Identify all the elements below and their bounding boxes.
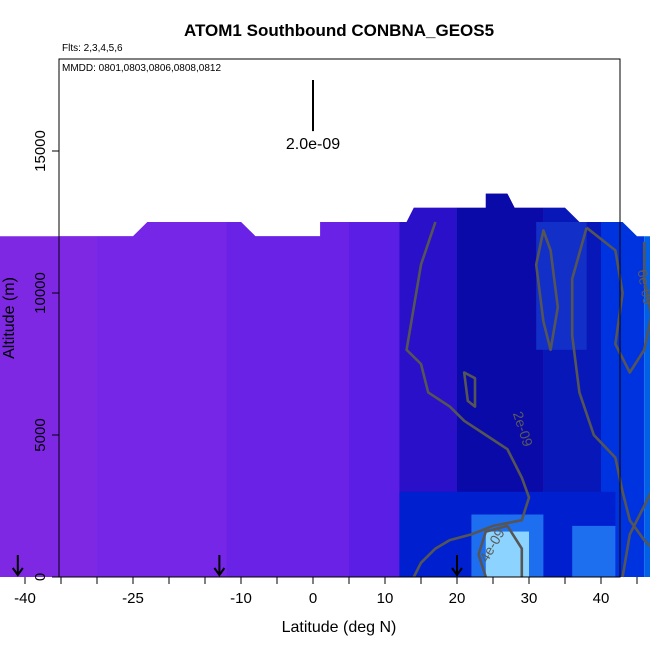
y-tick-label: 10000 (32, 272, 49, 314)
contour-line (621, 491, 650, 578)
heatmap-cells (0, 193, 650, 577)
scale-bar-label: 2.0e-09 (286, 136, 340, 153)
x-tick-label: 0 (309, 590, 317, 607)
contour-lines (405, 221, 650, 578)
y-axis: 0 5000 10000 15000 (32, 130, 59, 581)
flight-arrow-head (451, 567, 463, 577)
flights-subtitle: Flts: 2,3,4,5,6 (62, 43, 123, 54)
x-tick-label: 20 (449, 590, 466, 607)
flight-arrow-head (11, 567, 24, 577)
contour-line (477, 524, 524, 578)
contour-line (585, 226, 650, 374)
flight-arrow-head (213, 567, 226, 577)
contour-line (534, 229, 560, 352)
flight-arrows (11, 555, 463, 577)
x-tick-label: -25 (122, 590, 144, 607)
y-tick-label: 5000 (32, 418, 49, 451)
y-tick-label: 15000 (32, 130, 49, 172)
y-tick-label: 0 (32, 573, 49, 581)
x-tick-label: 10 (377, 590, 394, 607)
dates-subtitle: MMDD: 0801,0803,0806,0808,0812 (62, 63, 221, 74)
x-tick-label: -40 (14, 590, 36, 607)
y-axis-label: Altitude (m) (1, 277, 18, 359)
contour-line (462, 371, 477, 408)
x-axis: -70-55-40-25-1001020304050607080 (14, 577, 638, 607)
x-tick-label: -10 (230, 590, 252, 607)
heatmap-field (0, 193, 650, 577)
x-tick-label: 30 (521, 590, 538, 607)
x-tick-label: 40 (593, 590, 610, 607)
plot-frame (58, 58, 621, 578)
contour-line (405, 221, 531, 578)
x-axis-label: Latitude (deg N) (282, 619, 397, 636)
chart-title: ATOM1 Southbound CONBNA_GEOS5 (184, 21, 494, 40)
contour-line (570, 227, 650, 548)
